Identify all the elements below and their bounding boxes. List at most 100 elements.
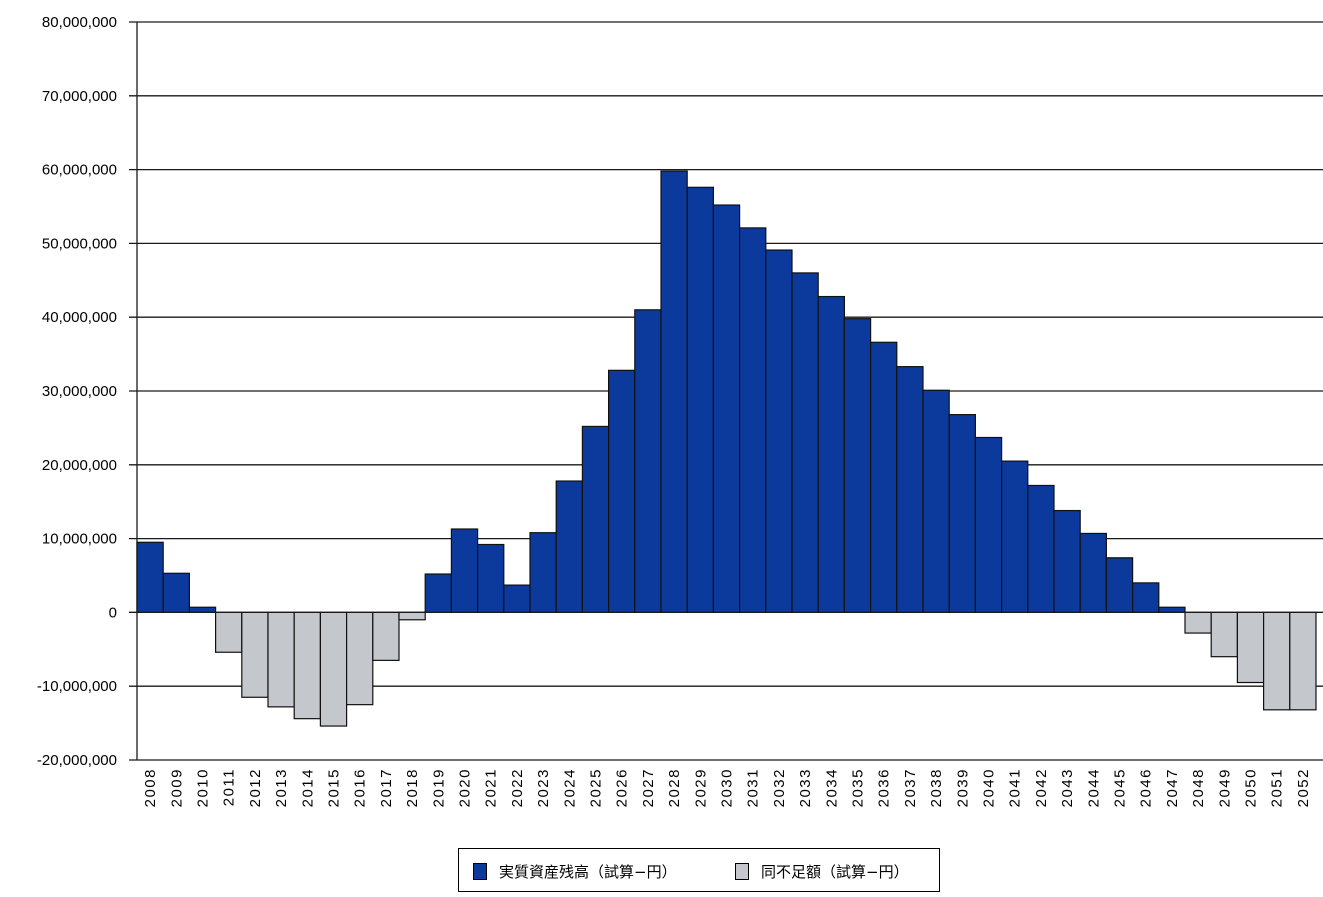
bar-series-1: [1027, 484, 1055, 613]
x-tick-label: 2032: [771, 768, 788, 807]
legend: 実質資産残高（試算−円） 同不足額（試算−円）: [458, 848, 940, 892]
bar-series-2: [293, 611, 322, 720]
bar-series-2: [1210, 611, 1238, 658]
x-tick-label: 2052: [1295, 768, 1312, 807]
bar-series-2: [1184, 611, 1212, 634]
bar-series-1: [817, 295, 846, 614]
bar-series-1: [424, 573, 453, 613]
bar-series-1: [1000, 460, 1029, 613]
x-tick-label: 2028: [666, 768, 683, 807]
x-tick-label: 2049: [1216, 768, 1233, 807]
bar-series-1: [634, 309, 662, 613]
bar-series-1: [607, 369, 636, 613]
bar-series-1: [922, 389, 950, 613]
legend-item-series-1: 実質資産残高（試算−円）: [473, 861, 677, 882]
y-tick-label: 0: [109, 604, 117, 621]
bar-series-1: [581, 425, 610, 614]
x-tick-label: 2014: [299, 768, 316, 807]
x-tick-label: 2043: [1059, 768, 1076, 807]
bar-series-1: [529, 532, 557, 613]
legend-label-series-2: 同不足額（試算−円）: [761, 863, 909, 881]
y-tick-label: 10,000,000: [42, 531, 117, 548]
x-tick-label: 2010: [195, 768, 212, 807]
bar-series-2: [398, 611, 426, 621]
x-tick-label: 2023: [535, 768, 552, 807]
x-tick-label: 2045: [1112, 768, 1129, 807]
x-tick-label: 2051: [1269, 768, 1286, 807]
x-tick-label: 2024: [561, 768, 578, 807]
bar-series-1: [791, 272, 819, 614]
bar-series-1: [136, 541, 164, 613]
bar-series-1: [1131, 582, 1160, 614]
bar-series-2: [267, 611, 295, 708]
x-tick-label: 2034: [823, 768, 840, 807]
bar-series-1: [896, 366, 924, 613]
bar-series-1: [843, 318, 872, 613]
bar-series-2: [319, 611, 348, 727]
bar-series-1: [1053, 509, 1081, 614]
x-tick-label: 2036: [876, 768, 893, 807]
x-tick-label: 2044: [1085, 768, 1102, 807]
x-tick-label: 2016: [352, 768, 369, 807]
bar-series-2: [215, 611, 243, 653]
bar-series-2: [241, 611, 269, 698]
x-tick-label: 2035: [850, 768, 867, 807]
y-tick-label: 70,000,000: [42, 88, 117, 105]
x-tick-label: 2019: [430, 768, 447, 807]
bar-series-2: [1236, 611, 1265, 684]
bar-series-1: [555, 480, 584, 614]
bar-series-2: [1289, 611, 1317, 711]
x-tick-label: 2020: [457, 768, 474, 807]
x-tick-label: 2026: [614, 768, 631, 807]
bar-series-1: [712, 204, 741, 614]
bar-series-1: [1105, 557, 1134, 614]
bar-series-1: [503, 584, 531, 613]
x-tick-label: 2009: [168, 768, 185, 807]
bar-series-1: [1079, 532, 1107, 614]
x-tick-label: 2012: [247, 768, 264, 807]
bar-series-1: [660, 170, 688, 614]
y-tick-label: 20,000,000: [42, 457, 117, 474]
bar-series-1: [1158, 606, 1186, 614]
x-tick-label: 2031: [745, 768, 762, 807]
y-tick-label: 80,000,000: [42, 14, 117, 31]
x-tick-label: 2018: [404, 768, 421, 807]
y-tick-label: 40,000,000: [42, 309, 117, 326]
x-tick-label: 2050: [1243, 768, 1260, 807]
y-tick-label: -20,000,000: [37, 752, 117, 769]
bar-series-1: [948, 414, 977, 613]
x-tick-label: 2021: [483, 768, 500, 807]
x-tick-label: 2041: [1007, 768, 1024, 807]
bar-series-1: [450, 528, 479, 613]
x-tick-label: 2042: [1033, 768, 1050, 807]
bar-series-2: [346, 611, 374, 706]
x-tick-label: 2030: [719, 768, 736, 807]
x-tick-label: 2029: [692, 768, 709, 807]
x-tick-label: 2048: [1190, 768, 1207, 807]
bar-series-2: [372, 611, 400, 661]
x-tick-label: 2033: [797, 768, 814, 807]
x-tick-label: 2046: [1138, 768, 1155, 807]
x-tick-label: 2027: [640, 768, 657, 807]
bar-series-1: [765, 249, 793, 614]
y-tick-label: -10,000,000: [37, 678, 117, 695]
y-tick-label: 60,000,000: [42, 162, 117, 179]
bar-series-1: [738, 227, 767, 613]
y-tick-label: 50,000,000: [42, 235, 117, 252]
x-tick-label: 2008: [142, 768, 159, 807]
x-tick-label: 2022: [509, 768, 526, 807]
bar-series-2: [1262, 611, 1291, 711]
y-tick-label: 30,000,000: [42, 383, 117, 400]
x-tick-label: 2039: [954, 768, 971, 807]
bar-series-1: [869, 341, 898, 613]
bar-series-1: [188, 606, 217, 614]
legend-swatch-series-1: [473, 863, 487, 880]
legend-label-series-1: 実質資産残高（試算−円）: [499, 863, 677, 881]
bar-series-1: [477, 543, 505, 614]
x-tick-label: 2037: [902, 768, 919, 807]
legend-item-series-2: 同不足額（試算−円）: [735, 861, 909, 882]
bar-series-1: [686, 186, 715, 614]
x-tick-label: 2015: [326, 768, 343, 807]
